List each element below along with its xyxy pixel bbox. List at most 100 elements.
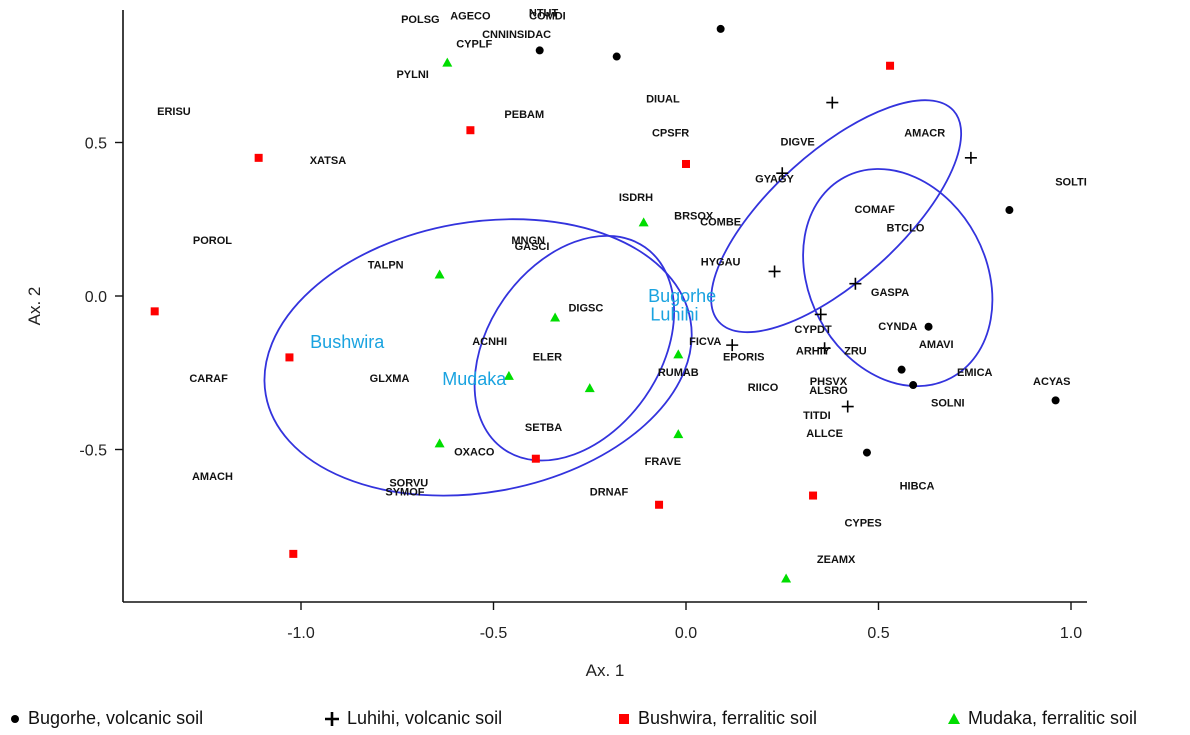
- species-label: HIBCA: [900, 480, 935, 492]
- data-point-luhihi: [964, 151, 977, 164]
- data-point-bugorhe: [924, 322, 933, 331]
- group-label-mudaka: Mudaka: [442, 369, 507, 389]
- data-point-mudaka: [503, 370, 514, 380]
- data-point-mudaka: [673, 349, 684, 359]
- species-label: NTUT: [529, 8, 559, 20]
- data-point-bushwira: [254, 153, 263, 162]
- data-point-mudaka: [434, 438, 445, 448]
- species-label: TITDI: [803, 410, 831, 422]
- group-label-bushwira: Bushwira: [310, 332, 385, 352]
- species-label: DIGVE: [781, 137, 815, 149]
- data-point-bushwira: [682, 159, 690, 168]
- species-label: POROL: [193, 235, 232, 247]
- data-point-luhihi: [776, 167, 789, 180]
- species-label: ACYAS: [1033, 376, 1071, 388]
- confidence-ellipse-bushwira: [263, 218, 693, 497]
- species-label: RIICO: [748, 382, 779, 394]
- ellipse-layer: [263, 99, 994, 497]
- species-label: ISDRH: [619, 192, 653, 204]
- species-label: CYPES: [844, 517, 881, 529]
- group-label-luhihi: Luhihi: [650, 305, 698, 325]
- data-point-mudaka: [442, 57, 453, 67]
- species-label: COMAF: [854, 204, 895, 216]
- species-label: AMACH: [192, 471, 233, 483]
- confidence-ellipse-luhihi: [710, 99, 963, 334]
- species-label: COMDI: [529, 11, 566, 23]
- species-label: TALPN: [368, 259, 404, 271]
- species-label: DIUAL: [646, 94, 680, 106]
- points-layer: [150, 24, 1060, 583]
- species-label: ACNHI: [472, 336, 507, 348]
- data-point-luhihi: [849, 277, 862, 290]
- data-point-luhihi: [814, 308, 827, 321]
- species-label: ARHIY: [796, 345, 831, 357]
- species-label: EPORIS: [723, 351, 765, 363]
- tick-layer: -1.0 -0.5 0.0 0.5 1.0 0.5 0.0 -0.5: [79, 136, 1082, 643]
- data-point-bushwira: [531, 454, 540, 463]
- data-point-luhihi: [818, 342, 831, 355]
- y-tick-label: 0.5: [85, 136, 107, 153]
- species-label: CYPDT: [794, 324, 832, 336]
- data-point-mudaka: [434, 269, 445, 279]
- data-point-bushwira: [466, 126, 475, 135]
- confidence-ellipse-bugorhe: [802, 168, 994, 388]
- legend-item-bugorhe: Bugorhe, volcanic soil: [10, 708, 203, 729]
- species-label: ALLCE: [806, 428, 843, 440]
- data-point-bugorhe: [897, 365, 906, 374]
- species-label: PEBAM: [504, 109, 544, 121]
- data-point-bugorhe: [909, 381, 918, 390]
- species-label: CYNDA: [878, 321, 917, 333]
- data-point-mudaka: [584, 383, 595, 393]
- species-label: DIGSC: [568, 302, 603, 314]
- data-point-bugorhe: [716, 24, 725, 33]
- data-point-luhihi: [768, 265, 781, 278]
- data-point-mudaka: [673, 429, 684, 439]
- species-label: AGECO: [450, 11, 491, 23]
- species-label: ELER: [533, 351, 562, 363]
- species-label: CNNINSIDAC: [482, 29, 551, 41]
- species-label: FICVA: [689, 336, 721, 348]
- species-label: AMAVI: [919, 339, 954, 351]
- legend-label: Bushwira, ferralitic soil: [638, 708, 818, 728]
- axes: [122, 10, 1087, 603]
- data-point-mudaka: [550, 312, 561, 322]
- species-label: XATSA: [310, 155, 347, 167]
- data-point-bugorhe: [1005, 206, 1014, 215]
- data-point-mudaka: [638, 217, 649, 227]
- species-label: BRSOX: [674, 210, 714, 222]
- y-tick-label: -0.5: [79, 443, 107, 460]
- data-point-bugorhe: [535, 46, 544, 55]
- species-label: HYGAU: [701, 256, 741, 268]
- species-label: CPSFR: [652, 127, 689, 139]
- species-label: OXACO: [454, 447, 495, 459]
- legend: Bugorhe, volcanic soil Luhihi, volcanic …: [6, 708, 1190, 732]
- species-label: GYAGY: [755, 173, 794, 185]
- data-point-bushwira: [886, 61, 895, 70]
- square-marker-icon: [619, 713, 629, 724]
- species-label: BTCLO: [887, 223, 925, 235]
- data-point-bushwira: [150, 307, 159, 316]
- data-point-bushwira: [285, 353, 294, 362]
- x-tick-label: 1.0: [1060, 625, 1082, 642]
- legend-label: Bugorhe, volcanic soil: [28, 708, 204, 728]
- legend-item-mudaka: Mudaka, ferralitic soil: [948, 708, 1137, 729]
- data-point-luhihi: [826, 96, 839, 109]
- data-point-bushwira: [289, 549, 298, 558]
- data-point-bushwira: [655, 500, 664, 509]
- species-label: COMBE: [700, 216, 741, 228]
- plus-marker-icon: [325, 711, 339, 726]
- species-label: SOLNI: [931, 398, 965, 410]
- species-label: GLXMA: [370, 373, 410, 385]
- data-point-bugorhe: [862, 448, 871, 457]
- legend-item-luhihi: Luhihi, volcanic soil: [323, 708, 502, 729]
- species-label: SORVU: [389, 477, 428, 489]
- x-tick-label: -0.5: [480, 625, 508, 642]
- data-point-luhihi: [726, 339, 739, 352]
- confidence-ellipse-mudaka: [473, 234, 676, 462]
- data-point-bushwira: [809, 491, 818, 500]
- x-axis-title: Ax. 1: [586, 661, 625, 680]
- y-axis-title: Ax. 2: [25, 287, 44, 326]
